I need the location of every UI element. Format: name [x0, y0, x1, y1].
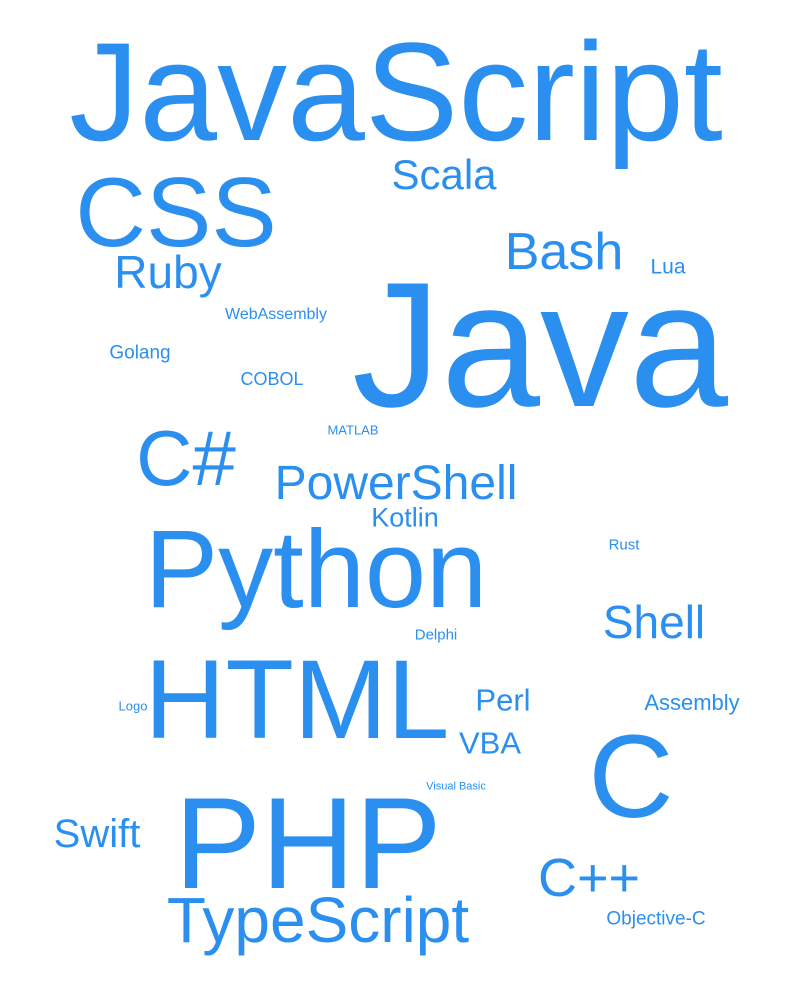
word-logo: Logo — [118, 698, 148, 714]
word-javascript: JavaScript — [69, 13, 723, 170]
word-python: Python — [144, 508, 488, 631]
word-typescript: TypeScript — [166, 884, 470, 956]
word-html: HTML — [144, 637, 450, 762]
word-cpp: C++ — [537, 848, 641, 908]
word-webassembly: WebAssembly — [225, 306, 327, 323]
word-visual-basic: Visual Basic — [426, 780, 486, 793]
word-php: PHP — [174, 770, 442, 916]
word-lua: Lua — [650, 255, 686, 279]
word-c: C — [588, 711, 674, 843]
word-cobol: COBOL — [240, 369, 304, 389]
word-ruby: Ruby — [114, 246, 222, 298]
word-objective-c: Objective-C — [606, 908, 706, 930]
word-delphi: Delphi — [414, 626, 458, 644]
word-css: CSS — [75, 157, 277, 267]
word-scala: Scala — [391, 151, 497, 198]
word-shell: Shell — [602, 596, 706, 648]
word-assembly: Assembly — [644, 690, 740, 715]
word-kotlin: Kotlin — [371, 502, 439, 533]
word-powershell: PowerShell — [274, 457, 518, 510]
word-swift: Swift — [53, 812, 141, 856]
word-golang: Golang — [109, 342, 171, 364]
word-rust: Rust — [608, 536, 640, 554]
word-matlab: MATLAB — [327, 422, 379, 438]
word-perl: Perl — [475, 682, 531, 718]
word-bash: Bash — [504, 223, 624, 281]
word-java: Java — [352, 245, 728, 444]
word-csharp: C# — [136, 414, 236, 502]
word-vba: VBA — [458, 725, 522, 761]
